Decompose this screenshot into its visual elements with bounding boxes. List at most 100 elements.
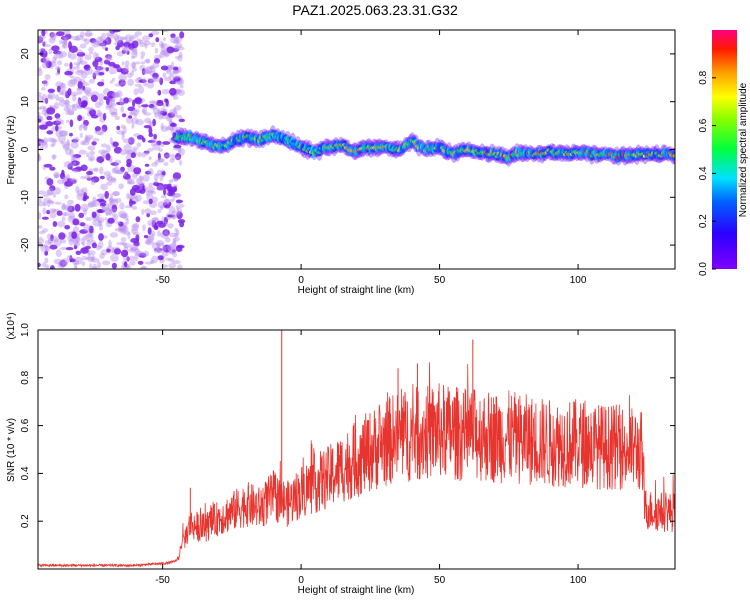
noise-speckle	[62, 261, 68, 266]
colorbar-tick-label: 0.8	[698, 70, 709, 84]
noise-speckle	[173, 192, 182, 198]
noise-speckle	[98, 233, 104, 241]
noise-speckle	[140, 265, 148, 269]
noise-speckle	[83, 191, 87, 199]
noise-speckle	[60, 238, 67, 244]
noise-speckle	[43, 137, 49, 145]
noise-speckle	[87, 155, 96, 162]
noise-speckle	[175, 46, 185, 51]
noise-speckle	[156, 246, 162, 254]
noise-speckle	[179, 31, 185, 39]
noise-speckle	[50, 143, 55, 148]
spectrogram-y-tick-label: 0	[20, 146, 31, 152]
noise-speckle	[97, 217, 105, 224]
noise-speckle	[169, 80, 177, 85]
noise-speckle	[114, 213, 118, 221]
noise-speckle	[49, 244, 58, 250]
noise-speckle	[165, 126, 171, 131]
noise-speckle	[154, 222, 158, 229]
noise-speckle	[126, 218, 129, 225]
noise-speckle	[83, 137, 91, 143]
noise-speckle	[119, 213, 128, 219]
noise-speckle	[107, 217, 115, 224]
noise-speckle	[130, 109, 139, 116]
noise-speckle	[91, 141, 97, 146]
noise-speckle	[167, 214, 175, 218]
noise-speckle	[144, 163, 150, 167]
noise-speckle	[121, 225, 129, 233]
noise-speckle	[148, 156, 152, 161]
snr-y-tick-label: 0.2	[20, 514, 31, 528]
noise-speckle	[59, 39, 63, 45]
noise-speckle	[109, 80, 114, 84]
noise-speckle	[156, 157, 164, 163]
noise-speckle	[55, 81, 64, 88]
noise-speckle	[141, 208, 145, 216]
noise-speckle	[151, 217, 159, 222]
noise-speckle	[47, 199, 51, 208]
noise-speckle	[73, 241, 81, 247]
noise-speckle	[152, 76, 158, 81]
noise-speckle	[100, 249, 108, 256]
noise-speckle	[144, 43, 148, 49]
noise-speckle	[156, 243, 161, 251]
noise-speckle	[96, 109, 102, 118]
noise-speckle	[106, 104, 115, 108]
noise-speckle	[136, 135, 144, 140]
noise-speckle	[134, 97, 142, 103]
noise-speckle	[173, 107, 177, 113]
noise-speckle	[167, 112, 176, 118]
noise-speckle	[127, 178, 135, 185]
noise-speckle	[46, 209, 51, 215]
noise-speckle	[89, 109, 97, 117]
noise-speckle	[99, 60, 104, 66]
noise-speckle	[133, 167, 142, 175]
noise-speckle	[172, 70, 178, 74]
noise-speckle	[88, 79, 96, 84]
noise-speckle	[126, 264, 131, 269]
noise-speckle	[159, 173, 164, 182]
noise-speckle	[38, 190, 46, 195]
noise-speckle	[128, 115, 133, 119]
noise-speckle	[69, 119, 74, 128]
noise-speckle	[85, 233, 94, 238]
noise-speckle	[119, 98, 125, 106]
noise-speckle	[76, 52, 86, 57]
noise-speckle	[131, 34, 139, 39]
noise-speckle	[147, 139, 156, 143]
noise-speckle	[67, 51, 71, 59]
noise-speckle	[171, 210, 181, 216]
noise-speckle	[42, 202, 48, 207]
noise-speckle	[91, 211, 97, 218]
noise-speckle	[142, 35, 150, 43]
noise-speckle	[142, 224, 146, 232]
noise-speckle	[145, 170, 152, 175]
noise-speckle	[44, 245, 51, 253]
noise-speckle	[168, 118, 173, 125]
noise-speckle	[172, 238, 177, 244]
noise-speckle	[134, 61, 141, 65]
noise-speckle	[108, 239, 112, 248]
noise-speckle	[156, 169, 163, 176]
noise-speckle	[91, 255, 96, 261]
noise-speckle	[129, 199, 133, 207]
noise-speckle	[150, 190, 157, 195]
noise-speckle	[142, 77, 146, 84]
noise-speckle	[161, 252, 169, 257]
noise-speckle	[175, 205, 180, 210]
noise-speckle	[128, 111, 136, 116]
noise-speckle	[107, 54, 113, 61]
noise-speckle	[120, 81, 126, 86]
noise-speckle	[90, 107, 94, 112]
noise-speckle	[132, 47, 138, 55]
noise-speckle	[44, 97, 49, 104]
noise-speckle	[176, 126, 184, 134]
noise-speckle	[102, 112, 107, 121]
noise-speckle	[168, 187, 176, 195]
noise-speckle	[137, 260, 144, 265]
noise-speckle	[175, 129, 182, 133]
noise-speckle	[154, 248, 162, 254]
noise-speckle	[64, 204, 73, 212]
noise-speckle	[160, 45, 166, 53]
